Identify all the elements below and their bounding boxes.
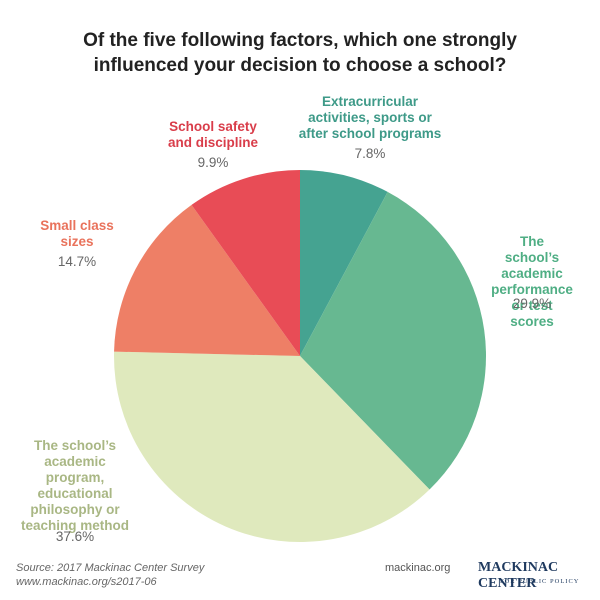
slice-label: The school’s academic program, education…: [20, 438, 130, 533]
logo: MACKINAC CENTER: [478, 560, 559, 591]
value-label: 14.7%: [57, 254, 97, 269]
slice-label: Extracurricular activities, sports or af…: [298, 94, 442, 141]
source-url: www.mackinac.org/s2017-06: [16, 576, 157, 588]
slice-label: Small class sizes: [40, 218, 114, 249]
logo-sub: FOR PUBLIC POLICY: [500, 578, 580, 585]
value-label: 9.9%: [197, 155, 229, 170]
pie-slice: [114, 204, 301, 356]
site: mackinac.org: [385, 562, 451, 574]
pie-slice: [114, 351, 430, 542]
pie-slice: [300, 191, 486, 490]
slice-label: School safety and discipline: [167, 119, 259, 150]
value-label: 29.9%: [512, 296, 552, 311]
pie-slice: [300, 170, 388, 356]
pie-slice: [191, 170, 300, 356]
value-label: 7.8%: [354, 146, 386, 161]
chart-title: Of the five following factors, which one…: [83, 30, 517, 76]
source: Source: 2017 Mackinac Center Survey: [16, 562, 205, 574]
slice-label: The school’s academic performance or tes…: [491, 234, 573, 329]
value-label: 37.6%: [55, 529, 95, 544]
